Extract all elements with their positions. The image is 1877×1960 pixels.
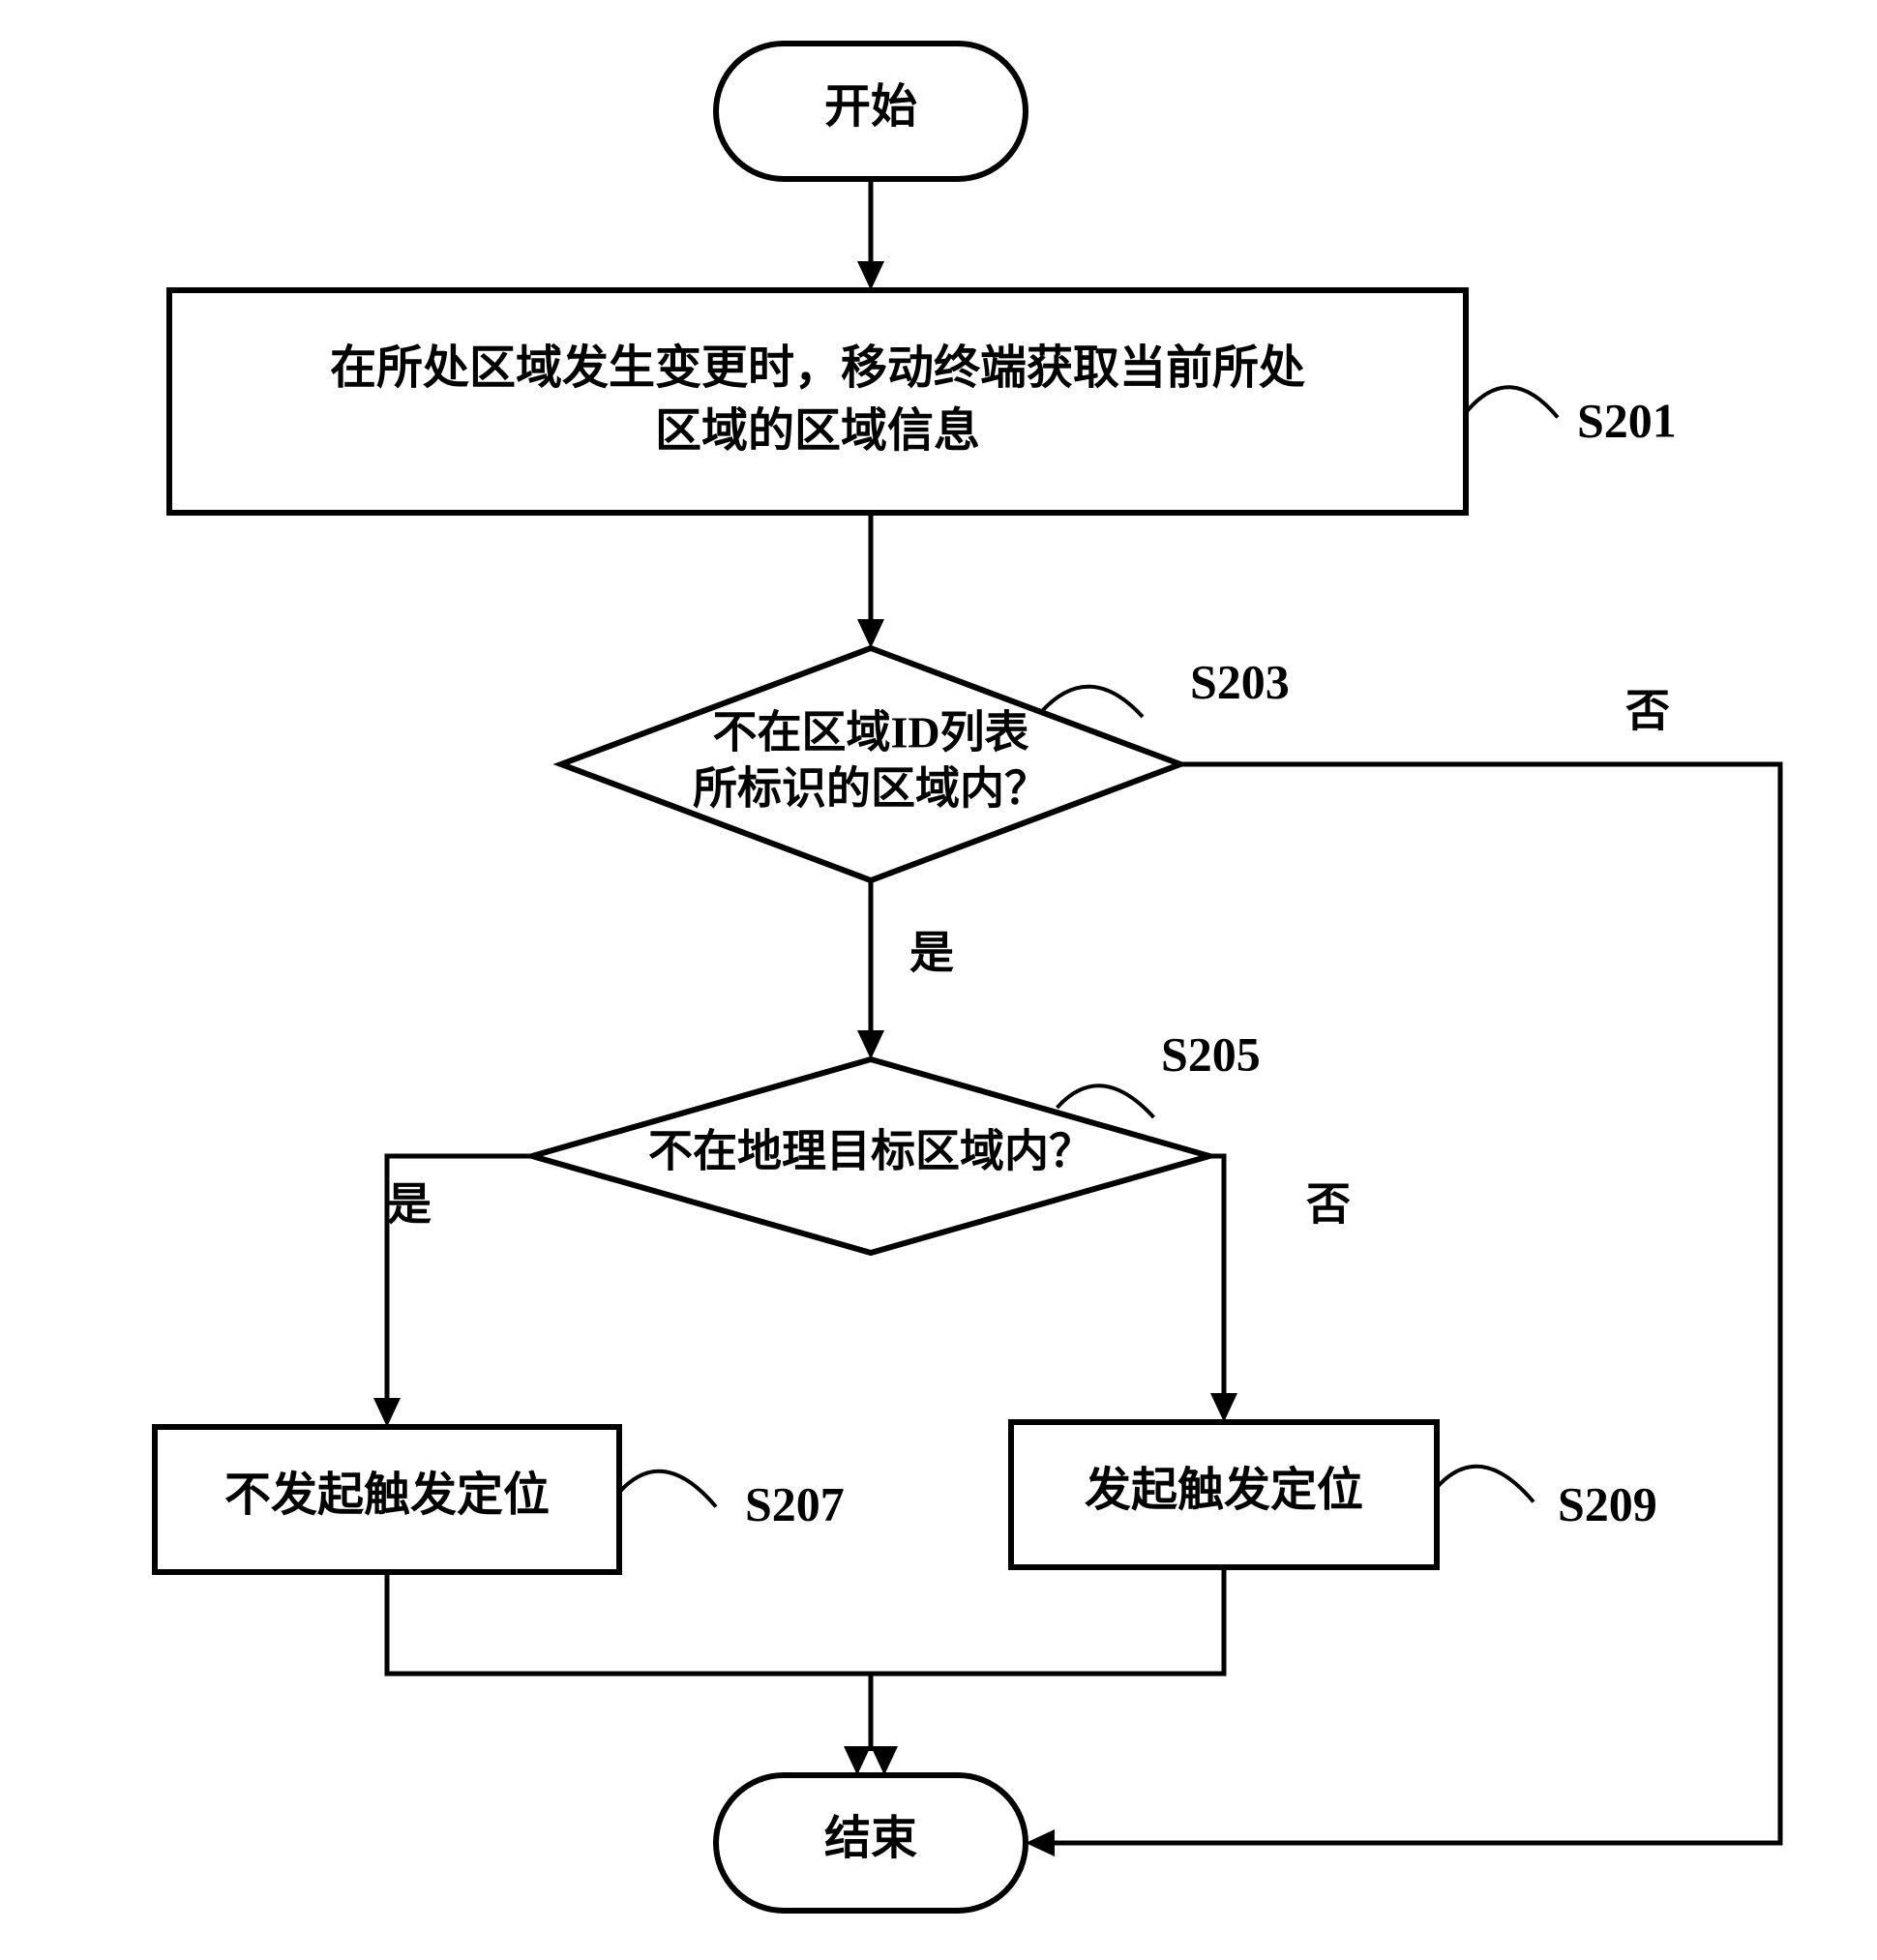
svg-text:是: 是 — [387, 1180, 432, 1230]
svg-text:所标识的区域内？: 所标识的区域内？ — [693, 764, 1049, 814]
svg-text:S201: S201 — [1577, 393, 1677, 447]
svg-text:S205: S205 — [1161, 1026, 1261, 1081]
svg-text:不在区域ID列表: 不在区域ID列表 — [712, 708, 1028, 757]
svg-text:结束: 结束 — [824, 1813, 917, 1864]
svg-text:不发起触发定位: 不发起触发定位 — [224, 1470, 550, 1521]
svg-text:开始: 开始 — [824, 81, 917, 133]
svg-text:是: 是 — [909, 929, 954, 978]
svg-text:否: 否 — [1306, 1180, 1351, 1230]
svg-text:S209: S209 — [1558, 1476, 1657, 1530]
svg-text:S207: S207 — [745, 1476, 845, 1530]
svg-text:不在地理目标区域内？: 不在地理目标区域内？ — [648, 1127, 1093, 1176]
svg-text:S203: S203 — [1190, 654, 1290, 708]
svg-text:发起触发定位: 发起触发定位 — [1085, 1465, 1363, 1516]
svg-text:区域的区域信息: 区域的区域信息 — [655, 405, 980, 457]
svg-text:否: 否 — [1625, 687, 1670, 736]
svg-text:在所处区域发生变更时，移动终端获取当前所处: 在所处区域发生变更时，移动终端获取当前所处 — [330, 342, 1305, 394]
